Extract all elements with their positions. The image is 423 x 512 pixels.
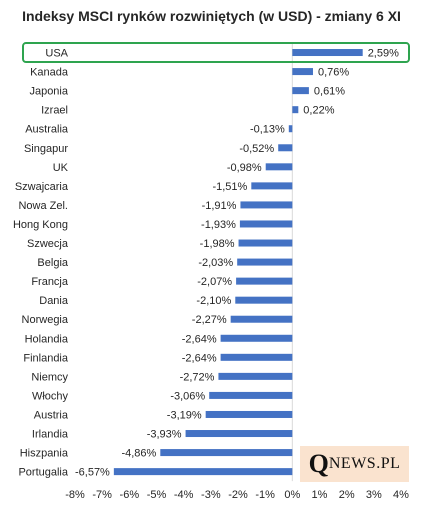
- x-tick-label: -3%: [201, 489, 221, 501]
- category-label: Belgia: [37, 257, 68, 269]
- value-label: -6,57%: [75, 467, 110, 479]
- x-tick-label: 0%: [284, 489, 300, 501]
- value-label: -2,64%: [182, 352, 217, 364]
- value-label: -1,98%: [200, 238, 235, 250]
- value-label: -0,98%: [227, 162, 262, 174]
- x-tick-label: 4%: [393, 489, 409, 501]
- bar-14: [230, 315, 293, 323]
- bar-9: [239, 220, 293, 228]
- category-label: Hiszpania: [20, 448, 69, 460]
- category-label: Singapur: [24, 143, 68, 155]
- bar-12: [236, 277, 293, 285]
- value-label: -1,51%: [212, 181, 247, 193]
- x-tick-label: -5%: [147, 489, 167, 501]
- value-label: -4,86%: [121, 448, 156, 460]
- bar-4: [288, 125, 293, 133]
- category-label: Australia: [25, 124, 69, 136]
- bar-16: [220, 353, 293, 361]
- bar-6: [265, 163, 293, 171]
- bar-7: [251, 182, 293, 190]
- value-label: -1,91%: [202, 200, 237, 212]
- highlight-box: [22, 42, 410, 64]
- category-label: Austria: [34, 409, 69, 421]
- value-label: -2,10%: [196, 295, 231, 307]
- bar-18: [209, 391, 293, 399]
- bar-15: [220, 334, 293, 342]
- x-tick-label: 1%: [312, 489, 328, 501]
- value-label: -3,93%: [147, 429, 182, 441]
- category-label: Holandia: [25, 333, 69, 345]
- bar-22: [113, 468, 293, 476]
- category-label: Kanada: [30, 67, 69, 79]
- logo-letter-q: Q: [308, 449, 329, 478]
- bar-17: [218, 372, 293, 380]
- x-tick-label: -4%: [174, 489, 194, 501]
- qnews-logo: Q NEWS.PL: [300, 446, 409, 482]
- x-tick-label: -8%: [65, 489, 85, 501]
- category-label: Portugalia: [18, 467, 68, 479]
- bar-8: [240, 201, 293, 209]
- value-label: -0,13%: [250, 124, 285, 136]
- value-label: -3,06%: [170, 390, 205, 402]
- x-tick-label: 2%: [339, 489, 355, 501]
- value-label: -2,64%: [182, 333, 217, 345]
- value-label: -2,07%: [197, 276, 232, 288]
- x-tick-label: -7%: [92, 489, 112, 501]
- category-label: Dania: [39, 295, 69, 307]
- category-label: Szwecja: [27, 238, 69, 250]
- category-label: UK: [53, 162, 69, 174]
- chart-title: Indeksy MSCI rynków rozwiniętych (w USD)…: [22, 8, 401, 24]
- bar-0: [292, 49, 363, 57]
- value-label: 0,22%: [303, 105, 334, 117]
- value-label: -2,27%: [192, 314, 227, 326]
- value-label: -0,52%: [239, 143, 274, 155]
- value-label: -2,03%: [198, 257, 233, 269]
- value-label: 0,76%: [318, 67, 349, 79]
- bar-21: [160, 449, 293, 457]
- category-label: Finlandia: [23, 352, 69, 364]
- x-tick-label: -1%: [255, 489, 275, 501]
- bar-5: [278, 144, 293, 152]
- category-label: Izrael: [41, 105, 68, 117]
- value-label: 2,59%: [368, 48, 399, 60]
- value-label: 0,61%: [314, 86, 345, 98]
- bar-19: [205, 410, 293, 418]
- bar-13: [235, 296, 293, 304]
- category-label: Włochy: [32, 390, 69, 402]
- category-label: USA: [45, 48, 68, 60]
- category-label: Francja: [31, 276, 69, 288]
- category-label: Niemcy: [31, 371, 68, 383]
- x-tick-label: -2%: [228, 489, 248, 501]
- bar-1: [292, 68, 313, 76]
- x-tick-label: -6%: [120, 489, 140, 501]
- bar-10: [238, 239, 293, 247]
- bar-2: [292, 87, 309, 95]
- category-label: Hong Kong: [13, 219, 68, 231]
- category-label: Szwajcaria: [15, 181, 69, 193]
- category-label: Nowa Zel.: [18, 200, 68, 212]
- value-label: -3,19%: [167, 409, 202, 421]
- category-label: Japonia: [29, 86, 68, 98]
- bar-3: [292, 106, 299, 114]
- bar-20: [185, 430, 293, 438]
- value-label: -2,72%: [180, 371, 215, 383]
- logo-wordmark: NEWS.PL: [328, 455, 401, 472]
- value-label: -1,93%: [201, 219, 236, 231]
- bar-11: [237, 258, 293, 266]
- category-label: Irlandia: [32, 429, 69, 441]
- x-tick-label: 3%: [366, 489, 382, 501]
- category-label: Norwegia: [22, 314, 69, 326]
